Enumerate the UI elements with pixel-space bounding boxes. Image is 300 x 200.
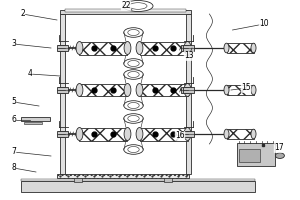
Bar	[80, 84, 128, 96]
Ellipse shape	[275, 153, 284, 158]
Ellipse shape	[136, 83, 143, 96]
Bar	[21, 179, 255, 181]
Bar	[183, 87, 194, 93]
Text: 2: 2	[20, 9, 25, 19]
Ellipse shape	[123, 0, 153, 11]
Ellipse shape	[224, 85, 229, 95]
Ellipse shape	[136, 42, 143, 54]
Bar	[80, 128, 128, 140]
Text: 3: 3	[11, 40, 16, 48]
Bar	[183, 131, 194, 137]
Ellipse shape	[251, 43, 256, 53]
Bar	[57, 131, 68, 137]
Bar	[140, 84, 188, 96]
Ellipse shape	[128, 116, 139, 121]
Ellipse shape	[251, 85, 256, 95]
Bar	[58, 131, 65, 137]
Text: 22: 22	[121, 1, 131, 10]
Ellipse shape	[124, 114, 143, 123]
Text: 10: 10	[259, 20, 269, 28]
Ellipse shape	[128, 146, 139, 152]
Bar	[140, 128, 188, 140]
Text: 16: 16	[175, 132, 185, 140]
Bar	[74, 178, 82, 182]
Bar	[24, 122, 42, 124]
Ellipse shape	[124, 28, 143, 37]
Bar	[58, 87, 65, 93]
Ellipse shape	[76, 42, 83, 54]
Bar	[226, 85, 254, 95]
Text: 15: 15	[241, 83, 251, 92]
Ellipse shape	[128, 72, 139, 77]
Text: 7: 7	[11, 148, 16, 156]
Ellipse shape	[251, 129, 256, 139]
Ellipse shape	[76, 83, 83, 96]
Text: 8: 8	[11, 164, 16, 172]
Bar	[65, 9, 186, 12]
Text: 4: 4	[28, 70, 32, 78]
Ellipse shape	[124, 59, 143, 68]
Ellipse shape	[128, 29, 139, 36]
Bar	[181, 45, 188, 51]
Ellipse shape	[124, 70, 143, 79]
Ellipse shape	[124, 145, 143, 154]
Bar	[58, 45, 65, 51]
Ellipse shape	[184, 83, 191, 96]
Ellipse shape	[129, 3, 147, 9]
Ellipse shape	[224, 43, 229, 53]
Ellipse shape	[124, 128, 131, 140]
Bar	[80, 42, 128, 54]
Bar	[181, 87, 188, 93]
Bar	[21, 117, 50, 121]
Ellipse shape	[128, 102, 139, 108]
Bar	[164, 178, 172, 182]
Ellipse shape	[124, 42, 131, 54]
Bar	[57, 87, 68, 93]
Ellipse shape	[184, 128, 191, 140]
Ellipse shape	[128, 60, 139, 66]
Bar	[226, 129, 254, 139]
Bar	[181, 131, 188, 137]
Text: 17: 17	[274, 144, 284, 152]
Bar	[183, 45, 194, 51]
Ellipse shape	[124, 101, 143, 110]
Bar	[21, 181, 255, 192]
Bar	[239, 149, 260, 162]
Bar	[60, 14, 65, 174]
Text: 6: 6	[11, 116, 16, 124]
Bar	[237, 143, 274, 166]
Bar	[57, 174, 189, 178]
Ellipse shape	[184, 42, 191, 54]
Ellipse shape	[224, 129, 229, 139]
Text: 5: 5	[11, 98, 16, 106]
Bar	[226, 43, 254, 53]
Ellipse shape	[76, 128, 83, 140]
Bar	[186, 14, 191, 174]
Bar	[57, 45, 68, 51]
Bar	[60, 10, 191, 14]
Ellipse shape	[124, 83, 131, 96]
Text: 13: 13	[184, 51, 194, 60]
Ellipse shape	[136, 128, 143, 140]
Bar	[140, 42, 188, 54]
